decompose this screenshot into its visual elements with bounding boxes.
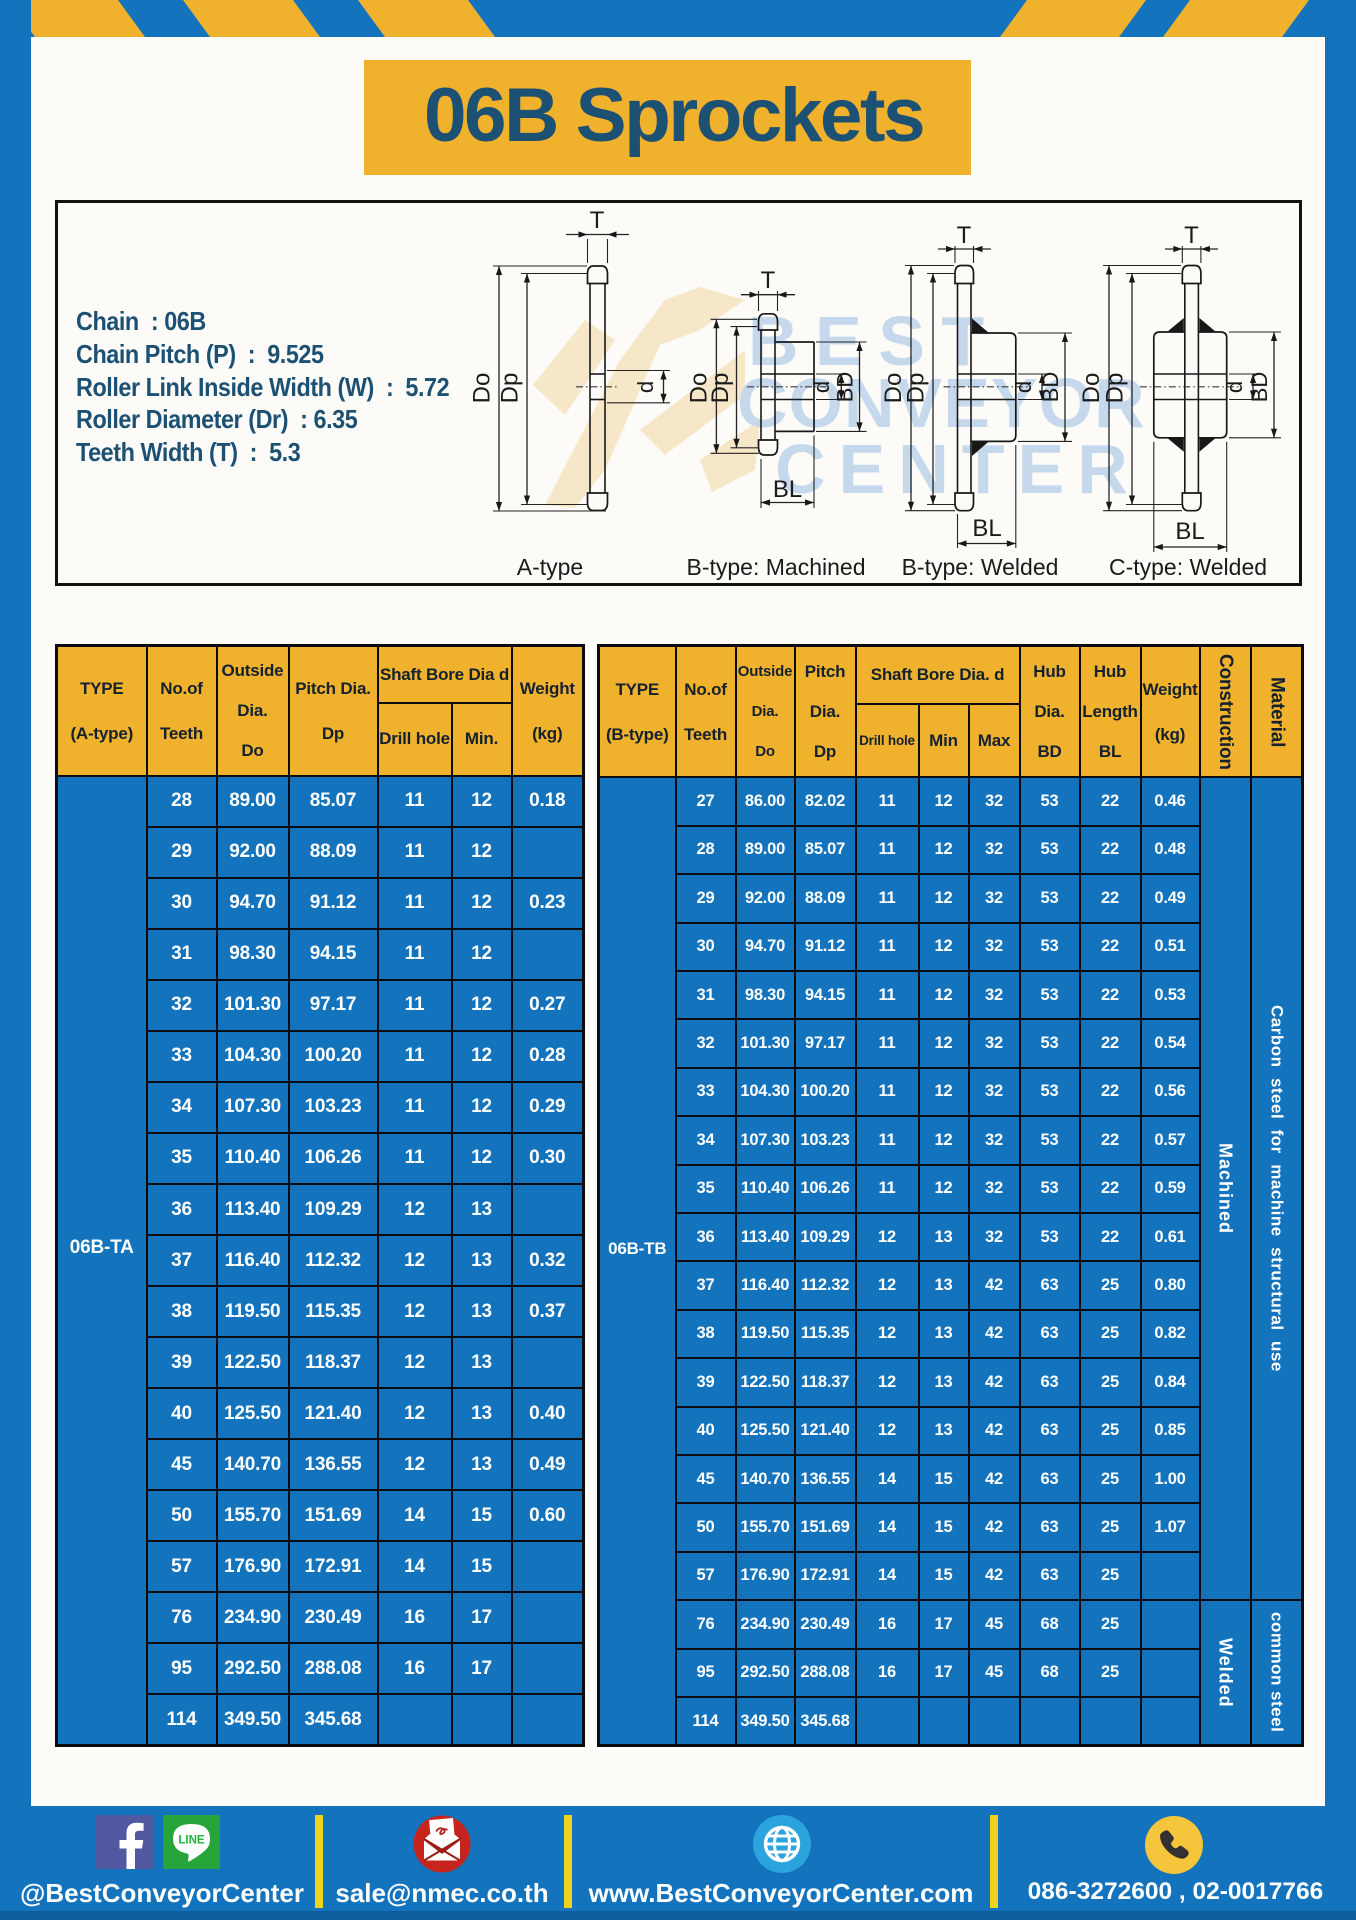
svg-text:Dp: Dp [707,373,734,404]
svg-text:Do: Do [880,373,907,404]
svg-text:d: d [1011,381,1036,393]
svg-text:d: d [809,381,834,393]
svg-text:Do: Do [469,373,496,404]
svg-text:d: d [1222,381,1247,393]
svg-text:BD: BD [1247,372,1272,403]
svg-text:Do: Do [1078,373,1105,404]
svg-text:Dp: Dp [497,373,524,404]
svg-text:BD: BD [833,372,858,403]
svg-text:T: T [1184,222,1199,249]
svg-text:B-type: Welded: B-type: Welded [902,554,1059,580]
svg-text:LINE: LINE [178,1835,205,1847]
svg-text:Dp: Dp [1102,373,1129,404]
svg-text:C-type: Welded: C-type: Welded [1109,554,1267,580]
svg-text:Dp: Dp [903,373,930,404]
svg-text:BL: BL [773,476,802,503]
svg-text:d: d [633,381,658,393]
svg-text:CONVEYOR: CONVEYOR [737,364,1146,442]
svg-text:Do: Do [686,373,713,404]
svg-text:B-type: Machined: B-type: Machined [687,554,866,580]
svg-text:BL: BL [972,515,1001,542]
svg-text:CENTER: CENTER [775,430,1141,508]
svg-text:A-type: A-type [517,554,583,580]
svg-text:T: T [761,267,776,294]
svg-text:T: T [957,222,972,249]
svg-text:BD: BD [1038,372,1063,403]
svg-text:BEST: BEST [748,302,1001,380]
svg-text:T: T [590,207,605,234]
svg-text:BL: BL [1175,518,1204,545]
